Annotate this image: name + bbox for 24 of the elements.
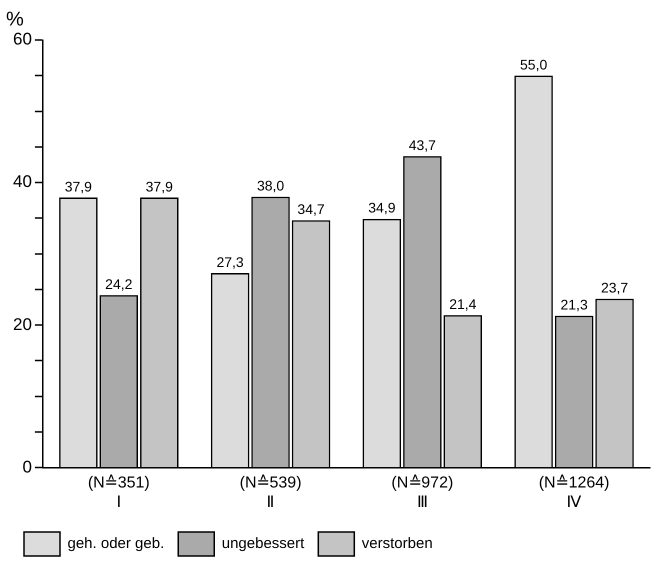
y-tick-label: 40 [12, 172, 32, 192]
x-tick-label: (N≙972) Ⅲ [391, 474, 454, 511]
x-tick-label: (N≙539) Ⅱ [240, 474, 302, 511]
legend-label: geh. oder geb. [68, 535, 164, 552]
data-label: 21,3 [560, 296, 588, 313]
y-axis-title: % [6, 8, 24, 31]
legend-label: ungebessert [222, 535, 306, 552]
y-tick-label: 20 [12, 314, 32, 334]
data-label: 37,9 [146, 178, 174, 194]
data-label: 34,7 [297, 201, 325, 218]
x-tick-label: (N≙1264) Ⅳ [538, 474, 610, 511]
legend-label: verstorben [362, 535, 433, 552]
y-tick-label: 0 [22, 457, 32, 476]
data-label: 27,3 [216, 254, 244, 270]
x-tick-label: (N≙351) Ⅰ [88, 474, 150, 511]
data-label: 55,0 [520, 56, 548, 72]
data-label: 21,4 [449, 296, 477, 312]
data-label: 37,9 [64, 178, 92, 194]
data-label: 34,9 [368, 200, 396, 216]
y-tick-label: 60 [12, 30, 32, 49]
data-label: 43,7 [408, 137, 436, 154]
data-label: 38,0 [256, 178, 284, 194]
data-label: 23,7 [600, 280, 628, 296]
data-label: 24,2 [105, 276, 133, 292]
